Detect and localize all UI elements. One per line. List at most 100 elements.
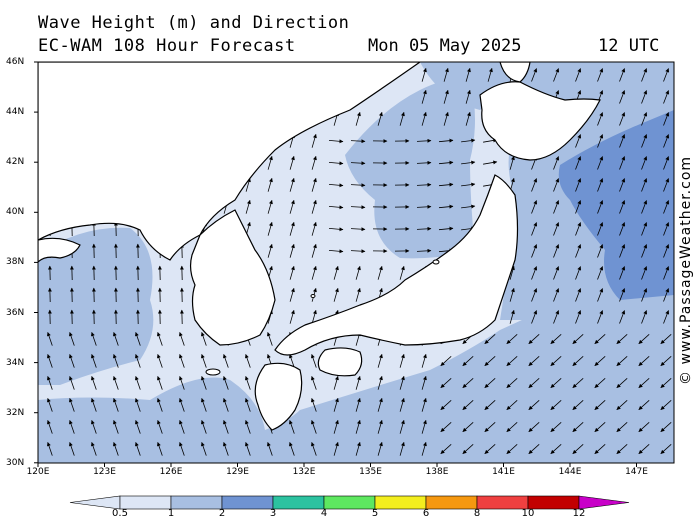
direction-arrow [399, 419, 405, 434]
direction-arrow [244, 420, 251, 434]
direction-arrow [156, 398, 163, 412]
direction-arrow [553, 266, 560, 280]
copyright-credit: © www.PassageWeather.com [678, 155, 694, 385]
direction-arrow [244, 376, 251, 390]
direction-arrow [46, 398, 53, 412]
direction-arrow [328, 139, 344, 144]
direction-arrow [638, 356, 650, 366]
direction-arrow [597, 178, 604, 192]
direction-arrow [641, 266, 648, 280]
land-sakhalin [499, 62, 531, 83]
direction-arrow [572, 422, 584, 432]
direction-arrow [619, 244, 626, 258]
direction-arrow [440, 422, 452, 432]
direction-arrow [663, 222, 670, 236]
direction-arrow [484, 444, 496, 454]
direction-arrow [289, 265, 295, 280]
direction-arrow [619, 288, 626, 302]
direction-arrow [90, 354, 97, 368]
direction-arrow [597, 68, 604, 82]
direction-arrow [619, 156, 626, 170]
colorbar-tick-label: 0.5 [112, 508, 128, 519]
direction-arrow [638, 400, 650, 410]
direction-arrow [440, 444, 452, 454]
direction-arrow [355, 375, 361, 390]
direction-arrow [68, 354, 75, 368]
direction-arrow [528, 378, 540, 388]
direction-arrow [462, 356, 474, 366]
direction-arrow [267, 221, 273, 236]
direction-arrow [222, 442, 229, 456]
direction-arrow [531, 200, 538, 214]
direction-arrow [377, 353, 383, 368]
colorbar-tick-label: 10 [521, 508, 535, 519]
direction-arrow [333, 265, 339, 280]
direction-arrow [528, 444, 540, 454]
direction-arrow [619, 222, 626, 236]
direction-arrow [484, 422, 496, 432]
colorbar-segment [170, 495, 223, 510]
direction-arrow [244, 442, 251, 456]
direction-arrow [619, 310, 626, 324]
direction-arrow [461, 160, 476, 165]
colorbar-tick-label: 12 [572, 508, 586, 519]
direction-arrow [553, 310, 560, 324]
land-shikoku [317, 347, 363, 377]
direction-arrow [619, 112, 626, 126]
direction-arrow [377, 375, 383, 390]
colorbar-tick-label: 3 [269, 508, 277, 519]
direction-arrow [267, 243, 273, 258]
direction-arrow [399, 353, 405, 368]
lat-label-46n: 46N [6, 57, 25, 67]
direction-arrow [333, 375, 339, 390]
direction-arrow [377, 419, 383, 434]
land-kyushu [254, 362, 303, 431]
colorbar-segment [425, 495, 478, 510]
direction-arrow [663, 68, 670, 82]
direction-arrow [616, 444, 628, 454]
direction-arrow [575, 222, 582, 236]
direction-arrow [663, 156, 670, 170]
direction-arrow [156, 332, 163, 346]
direction-arrow [328, 183, 344, 188]
direction-arrow [440, 356, 452, 366]
direction-arrow [289, 199, 295, 214]
direction-arrow [350, 227, 366, 232]
direction-arrow [438, 226, 454, 231]
lat-label-40n: 40N [6, 207, 25, 218]
lon-label-123e: 123E [93, 467, 116, 477]
direction-arrow [200, 376, 207, 390]
direction-arrow [594, 356, 606, 366]
direction-arrow [461, 182, 476, 187]
colorbar-tick-label: 6 [422, 508, 430, 519]
direction-arrow [550, 334, 562, 344]
colorbar-tick-label: 1 [167, 508, 175, 519]
direction-arrow [465, 89, 471, 104]
direction-arrow [328, 161, 344, 166]
direction-arrow [421, 67, 427, 82]
direction-arrow [641, 134, 648, 148]
direction-arrow [575, 310, 582, 324]
direction-arrow [222, 376, 229, 390]
direction-arrow [416, 182, 432, 187]
lat-label-34n: 34N [6, 357, 25, 368]
direction-arrow [350, 205, 366, 210]
direction-arrow [112, 398, 119, 412]
chart-title: Wave Height (m) and Direction [38, 13, 350, 33]
direction-arrow [178, 332, 185, 346]
direction-arrow [134, 442, 141, 456]
direction-arrow [245, 177, 251, 192]
lon-label-129e: 129E [226, 467, 249, 477]
direction-arrow [156, 354, 163, 368]
direction-arrow [506, 422, 518, 432]
direction-arrow [531, 288, 538, 302]
direction-arrow [333, 397, 339, 412]
colorbar-max-cap [578, 495, 630, 510]
direction-arrow [575, 200, 582, 214]
colorbar-tick-label: 4 [320, 508, 328, 519]
land-asia [38, 62, 422, 261]
direction-arrow [311, 133, 317, 148]
direction-arrow [288, 420, 295, 434]
direction-arrow [531, 68, 538, 82]
direction-arrow [619, 134, 626, 148]
